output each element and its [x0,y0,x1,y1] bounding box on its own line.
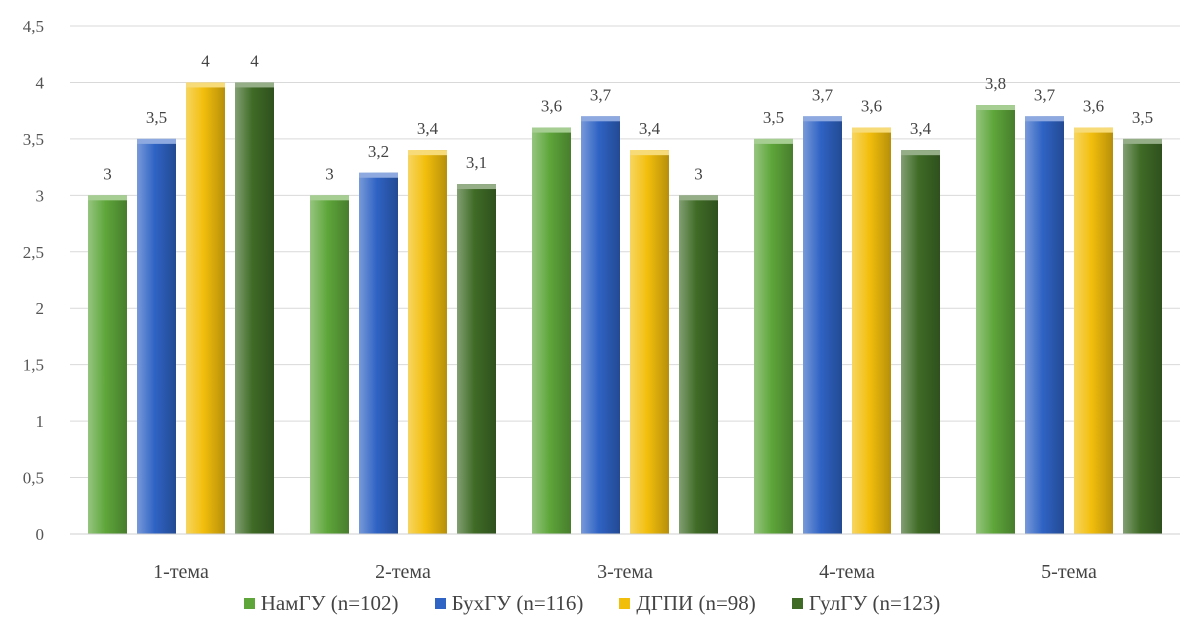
x-category-label: 1-тема [153,561,209,583]
bar [803,116,842,535]
bar [852,127,891,534]
bar-top [976,105,1015,111]
legend-swatch [619,597,631,609]
bar-top [1074,127,1113,133]
y-tick-label: 4 [36,73,45,92]
bar-top [754,138,793,144]
bar [310,195,349,535]
x-category-label: 5-тема [1041,561,1097,583]
data-label: 3,5 [146,108,167,127]
data-label: 3,5 [1132,108,1153,127]
legend-swatch [243,597,255,609]
x-category-label: 4-тема [819,561,875,583]
data-label: 4 [201,51,210,70]
bar-top [186,82,225,88]
data-label: 3,4 [639,119,661,138]
bar-top [457,184,496,190]
legend-label: НамГУ (n=102) [260,590,399,615]
bar [901,150,940,534]
bar [457,184,496,535]
bar [630,150,669,534]
x-category-label: 2-тема [375,561,431,583]
bar [754,138,793,534]
bar-top [359,172,398,178]
x-category-label: 3-тема [597,561,653,583]
y-tick-label: 2 [36,299,45,318]
data-label: 3,5 [763,108,784,127]
bar-top [679,195,718,201]
bar [359,172,398,534]
bar [235,82,274,534]
y-tick-label: 0,5 [23,469,44,488]
bar-top [235,82,274,88]
data-label: 3 [694,164,703,183]
legend-item: БухГУ (n=116) [434,590,584,616]
legend-label: БухГУ (n=116) [451,590,584,615]
bar-top [310,195,349,201]
bar [1025,116,1064,535]
data-label: 3,2 [368,142,389,161]
bar-top [1123,138,1162,144]
y-tick-label: 1,5 [23,356,44,375]
legend-swatch [791,597,803,609]
bar [532,127,571,534]
data-label: 3,6 [541,97,562,116]
bar [581,116,620,535]
bar-top [852,127,891,133]
y-axis-ticks: 0 0,5 1 1,5 2 2,5 3 3,5 4 4,5 [23,17,45,544]
legend-item: ДГПИ (n=98) [619,590,756,616]
bar-top [532,127,571,133]
y-tick-label: 4,5 [23,17,44,36]
y-tick-label: 1 [36,412,45,431]
bar-top [803,116,842,122]
bar-top [88,195,127,201]
data-label: 3 [103,164,112,183]
bar-top [137,138,176,144]
bar [1123,138,1162,534]
bar [679,195,718,535]
data-label: 3,1 [466,153,487,172]
data-label: 3,7 [812,85,834,104]
bar-chart: 0 0,5 1 1,5 2 2,5 3 3,5 4 4,5 3 3,5 4 4 3 3,2 3,4 3,1 3,6… [23,17,1180,583]
legend-label: ДГПИ (n=98) [636,590,756,615]
data-label: 3,7 [1034,85,1056,104]
legend-swatch [434,597,446,609]
y-tick-label: 3,5 [23,130,44,149]
data-label: 3,4 [417,119,439,138]
data-label: 3,4 [910,119,932,138]
bars [88,82,1162,535]
legend-item: НамГУ (n=102) [243,590,399,616]
bar-top [408,150,447,156]
data-label: 3,8 [985,74,1006,93]
data-label: 4 [250,51,259,70]
data-label: 3,6 [1083,97,1104,116]
y-tick-label: 3 [36,186,45,205]
bar [1074,127,1113,534]
bar [408,150,447,534]
legend-label: ГулГУ (n=123) [808,590,941,615]
data-labels: 3 3,5 4 4 3 3,2 3,4 3,1 3,6 3,7 3,4 3 3,5 3,7 3,6 3,4 3,… [103,51,1153,183]
data-label: 3 [325,164,334,183]
legend: НамГУ (n=102) БухГУ (n=116) ДГПИ (n=98) Гул… [0,588,1184,618]
bar [137,138,176,534]
bar [186,82,225,534]
bar-top [630,150,669,156]
bar [976,105,1015,535]
y-tick-label: 0 [36,525,45,544]
legend-item: ГулГУ (n=123) [791,590,941,616]
bar [88,195,127,535]
y-tick-label: 2,5 [23,243,44,262]
x-axis-categories: 1-тема 2-тема 3-тема 4-тема 5-тема [153,561,1097,583]
bar-top [901,150,940,156]
data-label: 3,7 [590,85,612,104]
data-label: 3,6 [861,97,882,116]
bar-top [1025,116,1064,122]
bar-top [581,116,620,122]
